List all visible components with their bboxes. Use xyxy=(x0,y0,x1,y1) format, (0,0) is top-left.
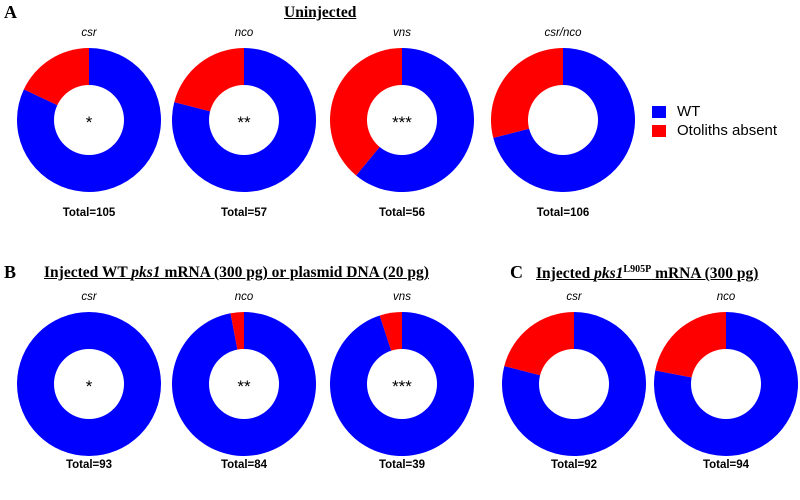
donut-hole-c-nco xyxy=(691,349,761,419)
panel-b-title-part1: Injected WT xyxy=(44,264,132,281)
panel-c-title-part1: Injected xyxy=(536,265,595,283)
total-label-a-vns: Total=56 xyxy=(379,207,425,219)
donut-hole-b-nco xyxy=(209,349,279,419)
donut-hole-b-vns xyxy=(367,349,437,419)
genotype-label-b-vns: vns xyxy=(393,291,411,303)
legend-item-wt: WT xyxy=(652,102,777,121)
genotype-label-a-csr: csr xyxy=(81,27,98,39)
genotype-label-a-vns: vns xyxy=(393,27,411,39)
donut-hole-a-csr xyxy=(54,85,124,155)
donut-hole-b-csr xyxy=(54,349,124,419)
donut-hole-c-csr xyxy=(539,349,609,419)
genotype-label-c-csr: csr xyxy=(566,291,583,303)
slice-a-csr-wt xyxy=(16,48,161,192)
panel-c-title-sup: L905P xyxy=(623,264,652,275)
donut-hole-a-vns xyxy=(367,85,437,155)
legend-item-otoliths-absent: Otoliths absent xyxy=(652,121,777,140)
panel-b-title: Injected WT pks1 mRNA (300 pg) or plasmi… xyxy=(44,264,429,282)
donut-hole-a-nco xyxy=(209,85,279,155)
slice-a-vns-otoliths-absent xyxy=(330,48,402,176)
legend-swatch-otoliths-absent xyxy=(652,124,666,137)
total-label-b-vns: Total=39 xyxy=(379,459,425,471)
genotype-label-c-nco: nco xyxy=(717,291,736,303)
legend-label-wt: WT xyxy=(677,103,701,120)
panel-b-title-part2: mRNA (300 pg) or plasmid DNA (20 pg) xyxy=(160,264,429,281)
total-label-b-csr: Total=93 xyxy=(66,459,112,471)
donut-hole-a-csr-nco xyxy=(528,85,598,155)
total-label-a-nco: Total=57 xyxy=(221,207,267,219)
total-label-c-csr: Total=92 xyxy=(551,459,597,471)
significance-label-b-nco: ** xyxy=(237,377,251,396)
panel-c-title: Injected pks1L905P mRNA (300 pg) xyxy=(536,264,758,283)
legend-swatch-wt xyxy=(652,105,666,118)
total-label-a-csr-nco: Total=106 xyxy=(537,207,590,219)
panel-b-letter: B xyxy=(4,262,17,282)
total-label-c-nco: Total=94 xyxy=(703,459,750,471)
panel-a-letter: A xyxy=(4,2,17,22)
panel-a-title: Uninjected xyxy=(284,4,357,21)
panel-b-title-gene: pks1 xyxy=(131,264,161,281)
significance-label-a-csr: * xyxy=(86,113,93,132)
significance-label-b-csr: * xyxy=(86,377,93,396)
significance-label-b-vns: *** xyxy=(392,377,412,396)
panel-c-title-gene: pks1 xyxy=(594,265,624,283)
genotype-label-b-csr: csr xyxy=(81,291,98,303)
genotype-label-b-nco: nco xyxy=(235,291,254,303)
panel-c-title-part2: mRNA (300 pg) xyxy=(651,265,759,283)
significance-label-a-nco: ** xyxy=(237,113,251,132)
genotype-label-a-nco: nco xyxy=(235,27,254,39)
legend-label-otoliths-absent: Otoliths absent xyxy=(677,122,778,139)
total-label-a-csr: Total=105 xyxy=(63,207,116,219)
legend: WT Otoliths absent xyxy=(652,102,777,140)
significance-label-a-vns: *** xyxy=(392,113,412,132)
total-label-b-nco: Total=84 xyxy=(221,459,268,471)
panel-c-letter: C xyxy=(510,262,523,282)
genotype-label-a-csr-nco: csr/nco xyxy=(544,27,582,39)
